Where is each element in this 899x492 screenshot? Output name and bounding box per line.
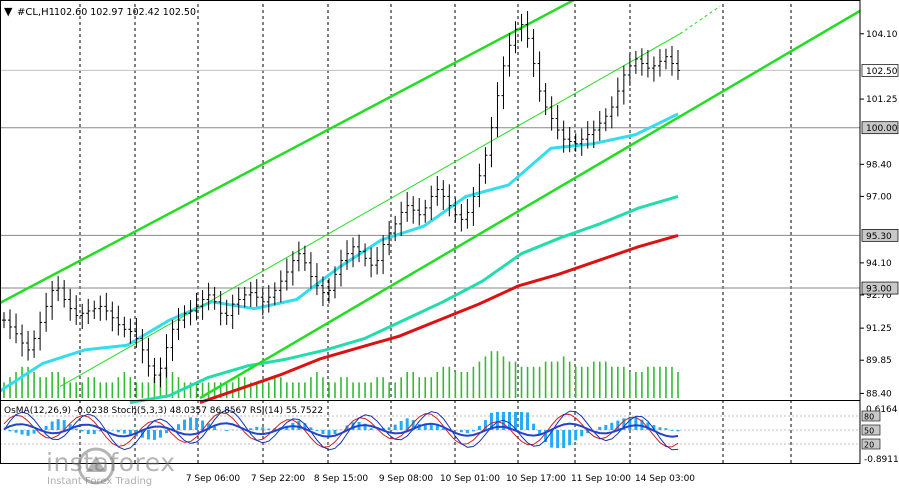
- x-tick-label-6: 11 Sep 10:00: [571, 474, 631, 484]
- chart-frame: [0, 0, 861, 464]
- trend-channel: [0, 0, 861, 400]
- y-tick-label-8: 88.40: [866, 389, 892, 399]
- x-tick-label-4: 10 Sep 01:00: [440, 474, 500, 484]
- stoch-level-80: 80: [864, 413, 874, 422]
- osc-tick-bottom: -0.8911: [864, 455, 899, 465]
- price-labels: 102.50 100.00 95.30 93.00: [861, 64, 899, 295]
- moving-averages: [0, 112, 679, 405]
- ohlc-label: 102.60 102.97 102.42 102.50: [54, 7, 196, 18]
- x-tick-label-2: 8 Sep 15:00: [314, 474, 369, 484]
- stoch-level-box-20: [861, 438, 881, 450]
- ma-line-ema144: [129, 194, 679, 405]
- price-label-box-level-100: [861, 121, 899, 135]
- oscillator-panel: 0.6164 -0.8911 80 50 20: [0, 405, 899, 465]
- watermark-brand: instaforex: [46, 448, 176, 477]
- x-tick-label-0: 7 Sep 06:00: [186, 474, 241, 484]
- x-tick-label-5: 10 Sep 17:00: [506, 474, 566, 484]
- y-tick-label-1: 101.25: [866, 95, 898, 105]
- price-label-box-level-93: [861, 281, 899, 295]
- y-tick-label-4: 94.10: [866, 259, 892, 269]
- price-label-level-95-30: 95.30: [866, 232, 892, 242]
- channel-upper: [0, 0, 576, 305]
- osc-tick-top: 0.6164: [866, 405, 898, 415]
- price-label-level-93: 93.00: [866, 285, 892, 295]
- x-tick-label-7: 14 Sep 03:00: [635, 474, 695, 484]
- header-icon: ▼: [4, 5, 13, 18]
- y-tick-label-2: 98.40: [866, 160, 892, 170]
- y-tick-label-3: 97.00: [866, 192, 892, 202]
- instaforex-logo-icon: [77, 447, 115, 485]
- y-tick-label-0: 104.10: [866, 30, 898, 40]
- price-bars: [2, 11, 680, 388]
- ma-line-ema50: [0, 112, 679, 393]
- y-tick-label-7: 89.85: [866, 356, 892, 366]
- rsi-line: [3, 422, 679, 438]
- price-label-level-100: 100.00: [866, 124, 898, 134]
- y-tick-label-5: 92.70: [866, 291, 892, 301]
- channel-lower: [199, 9, 861, 400]
- x-tick-label-3: 9 Sep 08:00: [379, 474, 434, 484]
- x-tick-label-1: 7 Sep 22:00: [251, 474, 306, 484]
- stoch-level-box-80: [861, 410, 881, 422]
- y-tick-label-6: 91.25: [866, 324, 892, 334]
- ma-line-ema200: [199, 233, 679, 405]
- symbol-label: #CL,H1: [17, 7, 55, 18]
- price-label-box-level-95-30: [861, 229, 899, 242]
- indicator-label: OsMA(12,26,9) -0.0238 Stoch(5,3,3) 48.03…: [4, 406, 323, 416]
- channel-mid: [59, 33, 681, 387]
- stoch-level-box-50: [861, 424, 881, 436]
- price-label-current: 102.50: [866, 67, 898, 77]
- stoch-level-50: 50: [864, 427, 874, 436]
- stoch-level-20: 20: [864, 441, 874, 450]
- channel-mid-ext: [679, 5, 721, 35]
- watermark-tagline: Instant Forex Trading: [47, 476, 153, 487]
- stoch-main-line: [3, 409, 679, 451]
- price-label-box-current: [861, 64, 899, 77]
